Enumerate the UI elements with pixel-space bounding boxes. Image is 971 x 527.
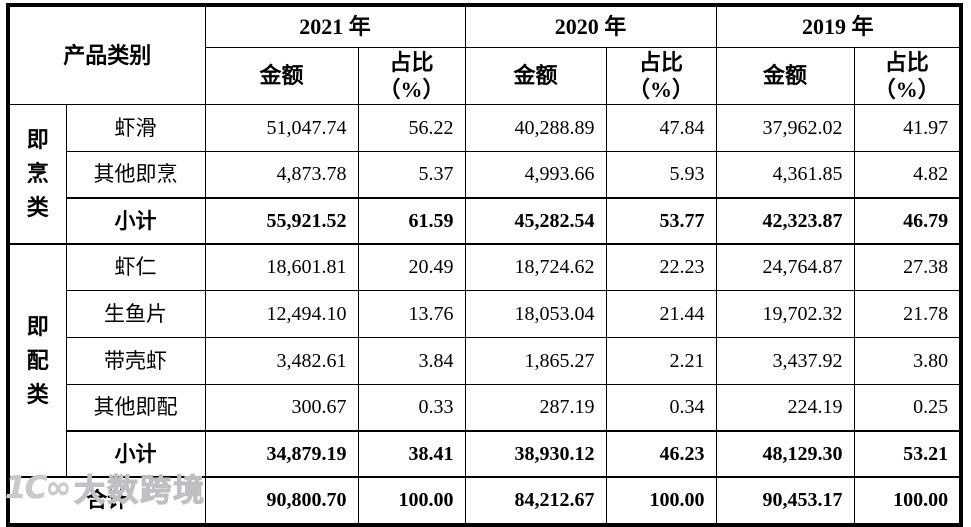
table-row-xiaren: 即配类 虾仁 18,601.81 20.49 18,724.62 22.23 2… — [7, 243, 962, 478]
ratio-2020: 0.34 — [605, 384, 717, 432]
ratio-2020: 22.23 — [605, 243, 717, 291]
ratio-2020: 21.44 — [605, 290, 717, 338]
header-year-2020: 2020 年 — [464, 4, 717, 48]
ratio-2021: 0.33 — [357, 384, 466, 432]
amount-2020: 45,282.54 — [464, 197, 607, 245]
ratio-label: 占比 — [639, 49, 684, 75]
product-label: 其他即配 — [65, 384, 206, 432]
ratio-2021: 56.22 — [357, 104, 466, 152]
amount-2019: 4,361.85 — [715, 151, 855, 199]
table-row-qitajipeng: 其他即烹 4,873.78 5.37 4,993.66 5.93 4,361.8… — [8, 151, 962, 199]
ratio-2021: 13.76 — [357, 290, 466, 338]
ratio-label: 占比 — [884, 49, 929, 75]
ratio-2020: 5.93 — [605, 151, 717, 199]
revenue-by-product-table: 产品类别 2021 年 2020 年 2019 年 金额 占比 （%） 金额 占… — [6, 3, 964, 527]
table-row-shengyupian: 生鱼片 12,494.10 13.76 18,053.04 21.44 19,7… — [8, 290, 962, 338]
group-label-text: 即配类 — [26, 313, 49, 407]
table-row-total: 合计 90,800.70 100.00 84,212.67 100.00 90,… — [7, 476, 962, 526]
amount-2020: 18,053.04 — [464, 290, 607, 338]
table-row-subtotal-jipeng: 小计 55,921.52 61.59 45,282.54 53.77 42,32… — [8, 197, 962, 245]
header-product-category: 产品类别 — [7, 4, 206, 105]
product-label: 虾滑 — [65, 104, 206, 152]
product-label: 带壳虾 — [65, 337, 206, 385]
ratio-2020: 100.00 — [605, 476, 717, 526]
amount-2020: 38,930.12 — [464, 430, 607, 478]
table-row-subtotal-jipei: 小计 34,879.19 38.41 38,930.12 46.23 48,12… — [8, 430, 962, 478]
amount-2019: 19,702.32 — [715, 290, 855, 338]
header-ratio-2019: 占比 （%） — [853, 47, 962, 105]
group-label-jipeilei: 即配类 — [7, 243, 67, 478]
amount-2019: 37,962.02 — [715, 104, 855, 152]
amount-2019: 3,437.92 — [715, 337, 855, 385]
amount-2019: 42,323.87 — [715, 197, 855, 245]
ratio-2019: 41.97 — [853, 104, 962, 152]
amount-2019: 48,129.30 — [715, 430, 855, 478]
header-ratio-2020: 占比 （%） — [605, 47, 717, 105]
ratio-2019: 21.78 — [853, 290, 962, 338]
total-label: 合计 — [7, 476, 206, 526]
amount-2019: 224.19 — [715, 384, 855, 432]
ratio-2020: 46.23 — [605, 430, 717, 478]
amount-2019: 24,764.87 — [715, 243, 855, 291]
subtotal-label: 小计 — [65, 197, 206, 245]
ratio-2020: 2.21 — [605, 337, 717, 385]
ratio-2019: 4.82 — [853, 151, 962, 199]
header-amount-2021: 金额 — [204, 47, 359, 105]
ratio-2021: 61.59 — [357, 197, 466, 245]
header-ratio-2021: 占比 （%） — [357, 47, 466, 105]
ratio-unit: （%） — [873, 77, 940, 102]
group-label-jipenglei: 即烹类 — [7, 104, 67, 245]
amount-2021: 3,482.61 — [204, 337, 359, 385]
ratio-2019: 3.80 — [853, 337, 962, 385]
amount-2020: 287.19 — [464, 384, 607, 432]
product-label: 虾仁 — [65, 243, 206, 291]
ratio-label: 占比 — [389, 49, 434, 75]
ratio-2019: 46.79 — [853, 197, 962, 245]
header-amount-2020: 金额 — [464, 47, 607, 105]
ratio-2020: 47.84 — [605, 104, 717, 152]
revenue-by-product-table-wrap: 产品类别 2021 年 2020 年 2019 年 金额 占比 （%） 金额 占… — [6, 3, 964, 527]
amount-2021: 300.67 — [204, 384, 359, 432]
amount-2021: 4,873.78 — [204, 151, 359, 199]
table-row-xiahua: 即烹类 虾滑 51,047.74 56.22 40,288.89 47.84 3… — [7, 104, 962, 245]
table-row-qitajipei: 其他即配 300.67 0.33 287.19 0.34 224.19 0.25 — [8, 384, 962, 432]
ratio-2021: 20.49 — [357, 243, 466, 291]
ratio-2021: 3.84 — [357, 337, 466, 385]
amount-2020: 4,993.66 — [464, 151, 607, 199]
table-row-daikexia: 带壳虾 3,482.61 3.84 1,865.27 2.21 3,437.92… — [8, 337, 962, 385]
group-label-text: 即烹类 — [26, 127, 49, 220]
ratio-2019: 0.25 — [853, 384, 962, 432]
amount-2021: 18,601.81 — [204, 243, 359, 291]
ratio-2019: 53.21 — [853, 430, 962, 478]
ratio-2019: 100.00 — [853, 476, 962, 526]
amount-2020: 84,212.67 — [464, 476, 607, 526]
amount-2020: 40,288.89 — [464, 104, 607, 152]
amount-2021: 34,879.19 — [204, 430, 359, 478]
product-label: 其他即烹 — [65, 151, 206, 199]
ratio-2021: 5.37 — [357, 151, 466, 199]
ratio-2021: 38.41 — [357, 430, 466, 478]
subtotal-label: 小计 — [65, 430, 206, 478]
header-year-2019: 2019 年 — [715, 4, 962, 48]
amount-2021: 55,921.52 — [204, 197, 359, 245]
amount-2019: 90,453.17 — [715, 476, 855, 526]
ratio-2020: 53.77 — [605, 197, 717, 245]
ratio-2019: 27.38 — [853, 243, 962, 291]
header-year-2021: 2021 年 — [204, 4, 466, 48]
ratio-unit: （%） — [628, 77, 695, 102]
header-amount-2019: 金额 — [715, 47, 855, 105]
header-row-years: 产品类别 2021 年 2020 年 2019 年 — [7, 4, 962, 105]
amount-2020: 18,724.62 — [464, 243, 607, 291]
amount-2021: 12,494.10 — [204, 290, 359, 338]
amount-2020: 1,865.27 — [464, 337, 607, 385]
amount-2021: 51,047.74 — [204, 104, 359, 152]
ratio-unit: （%） — [378, 77, 445, 102]
ratio-2021: 100.00 — [357, 476, 466, 526]
amount-2021: 90,800.70 — [204, 476, 359, 526]
product-label: 生鱼片 — [65, 290, 206, 338]
header-row-measures: 金额 占比 （%） 金额 占比 （%） 金额 占比 （%） — [8, 47, 962, 105]
